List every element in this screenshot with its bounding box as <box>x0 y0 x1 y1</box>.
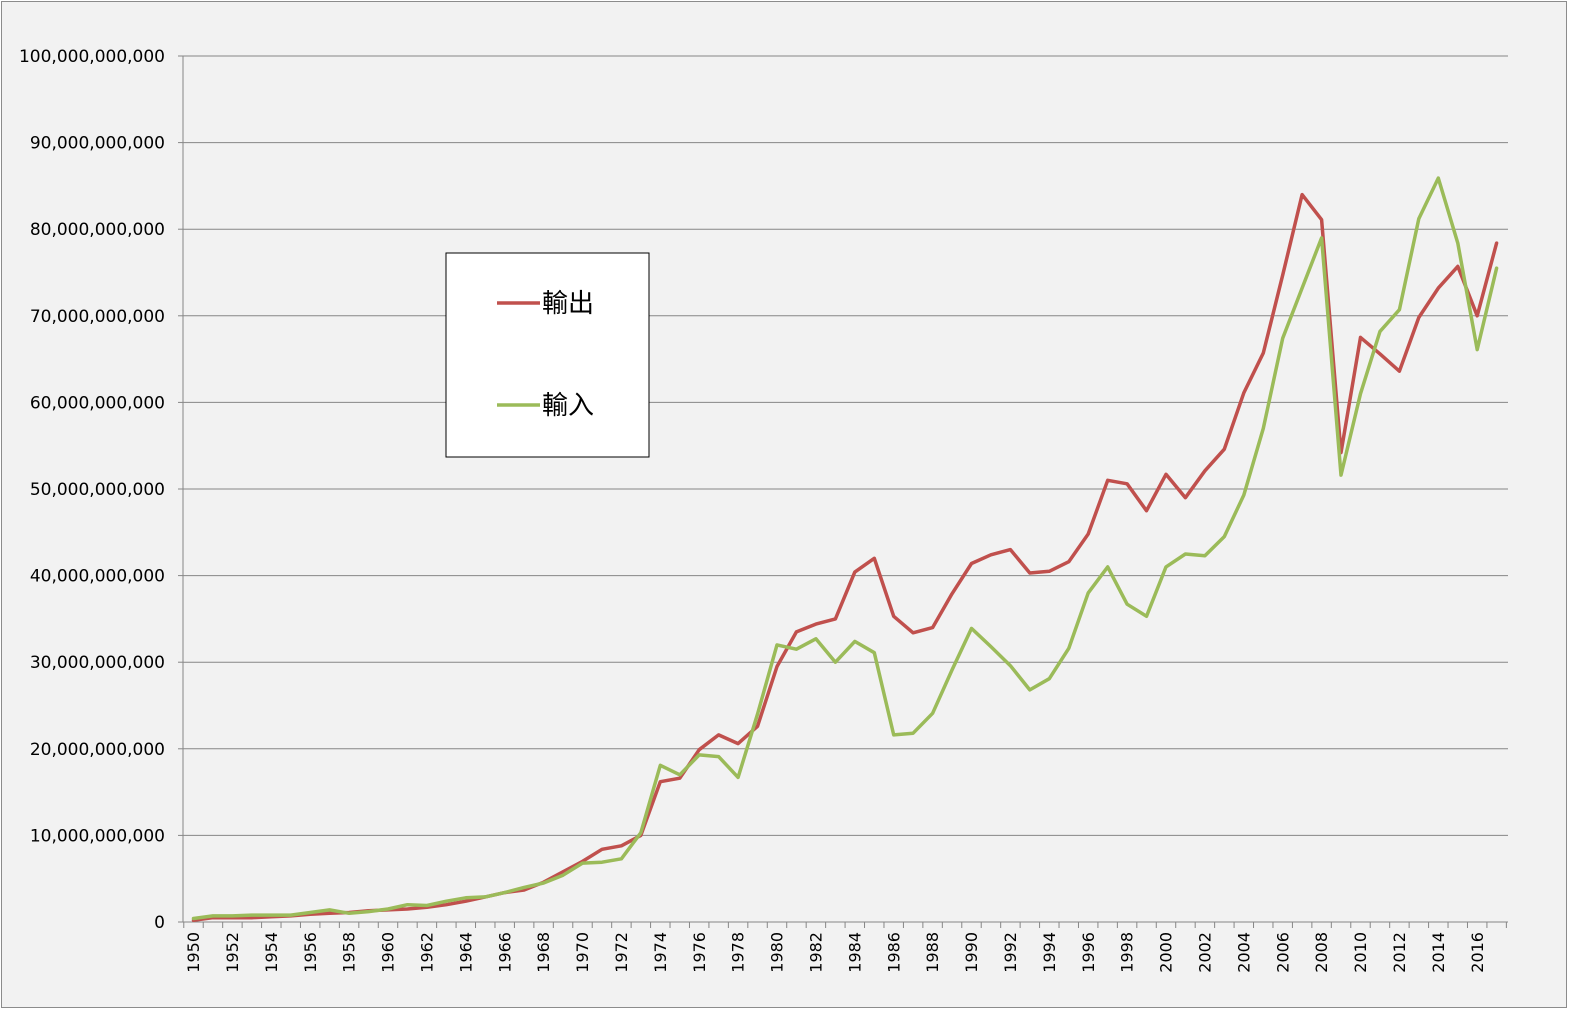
x-tick-label: 1958 <box>340 932 359 973</box>
y-tick-label: 50,000,000,000 <box>30 480 165 500</box>
gridlines <box>183 55 1508 836</box>
y-tick-label: 30,000,000,000 <box>30 653 165 673</box>
x-tick-label: 1986 <box>884 932 903 973</box>
series-lines <box>191 176 1499 923</box>
series-line-import <box>191 176 1499 921</box>
x-tick-label: 1952 <box>223 932 242 973</box>
x-tick-label: 1974 <box>651 932 670 973</box>
x-tick-label: 1962 <box>417 932 436 973</box>
x-tick-label: 1970 <box>573 932 592 973</box>
x-tick-label: 1992 <box>1001 932 1020 973</box>
y-tick-label: 100,000,000,000 <box>19 47 165 67</box>
x-tick-label: 2014 <box>1429 932 1448 973</box>
y-tick-label: 70,000,000,000 <box>30 307 165 327</box>
x-tick-label: 1990 <box>962 932 981 973</box>
x-tick-labels: 1950 1952 1954 1956 1958 1960 1962 1964 1966 1968… <box>184 932 1487 973</box>
x-tick-label: 1980 <box>768 932 787 973</box>
x-tick-label: 1950 <box>184 932 203 973</box>
x-tick-label: 1982 <box>807 932 826 973</box>
y-tick-label: 60,000,000,000 <box>30 393 165 413</box>
x-tick-label: 2008 <box>1312 932 1331 973</box>
x-tick-label: 2010 <box>1351 932 1370 973</box>
x-tick-label: 1984 <box>845 932 864 973</box>
x-tick-label: 1964 <box>456 932 475 973</box>
x-tick-label: 1998 <box>1118 932 1137 973</box>
x-tick-label: 2004 <box>1234 932 1253 973</box>
y-tick-labels: 0 10,000,000,000 20,000,000,000 30,000,000,… <box>19 47 165 933</box>
axes <box>178 55 1508 928</box>
x-tick-label: 2000 <box>1157 932 1176 973</box>
x-tick-label: 1954 <box>262 932 281 973</box>
legend-label-export: 輸出 <box>542 289 594 319</box>
legend-box <box>445 252 650 458</box>
x-tick-label: 1968 <box>534 932 553 973</box>
x-tick-label: 1966 <box>495 932 514 973</box>
y-tick-label: 10,000,000,000 <box>30 826 165 846</box>
y-tick-label: 90,000,000,000 <box>30 134 165 154</box>
x-tick-label: 2012 <box>1390 932 1409 973</box>
x-tick-label: 1978 <box>729 932 748 973</box>
x-tick-label: 2006 <box>1273 932 1292 973</box>
y-tick-label: 40,000,000,000 <box>30 567 165 587</box>
y-tick-label: 80,000,000,000 <box>30 220 165 240</box>
x-tick-label: 1994 <box>1040 932 1059 973</box>
series-line-export <box>191 192 1499 923</box>
x-tick-label: 2016 <box>1468 932 1487 973</box>
x-tick-label: 1988 <box>923 932 942 973</box>
legend: 輸出 輸入 <box>445 252 650 458</box>
x-tick-label: 1996 <box>1079 932 1098 973</box>
x-tick-label: 1976 <box>690 932 709 973</box>
x-tick-label: 1960 <box>379 932 398 973</box>
x-tick-label: 2002 <box>1196 932 1215 973</box>
y-tick-label: 0 <box>154 913 165 933</box>
legend-label-import: 輸入 <box>542 391 594 421</box>
x-tick-label: 1972 <box>612 932 631 973</box>
y-tick-label: 20,000,000,000 <box>30 740 165 760</box>
x-tick-label: 1956 <box>301 932 320 973</box>
